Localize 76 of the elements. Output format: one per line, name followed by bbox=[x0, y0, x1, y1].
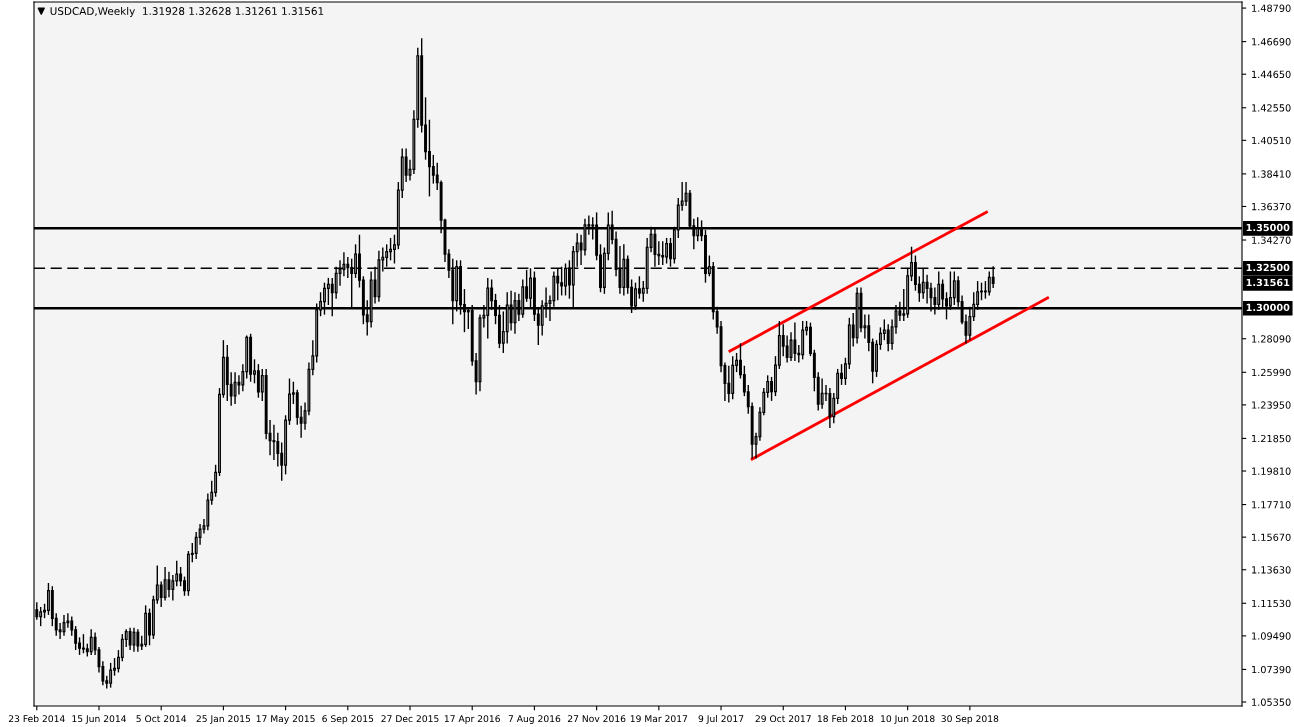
candlestick bbox=[39, 606, 43, 627]
y-tick-label: 1.36370 bbox=[1252, 202, 1291, 211]
y-tick-label: 1.07390 bbox=[1252, 665, 1291, 674]
candlestick bbox=[233, 371, 237, 405]
x-tick-label: 23 Feb 2014 bbox=[8, 715, 65, 723]
y-tick-label: 1.17710 bbox=[1252, 501, 1291, 509]
candlestick bbox=[109, 662, 113, 689]
candlestick bbox=[128, 627, 132, 651]
x-tick-label: 9 Jul 2017 bbox=[698, 715, 744, 724]
candlestick bbox=[89, 628, 93, 656]
candlestick bbox=[326, 277, 330, 306]
candlestick bbox=[727, 365, 731, 404]
x-tick-label: 19 Mar 2017 bbox=[630, 715, 688, 723]
y-tick-label: 1.15670 bbox=[1252, 533, 1291, 541]
x-tick-label: 25 Jan 2015 bbox=[196, 715, 251, 724]
candlestick bbox=[171, 574, 175, 602]
y-tick-label: 1.13630 bbox=[1252, 566, 1291, 574]
x-tick-label: 7 Aug 2016 bbox=[508, 715, 561, 724]
y-tick-label: 1.19810 bbox=[1252, 467, 1291, 475]
y-tick-label: 1.23950 bbox=[1252, 401, 1291, 409]
x-tick-label: 17 Apr 2016 bbox=[444, 715, 500, 724]
y-tick-label: 1.34270 bbox=[1252, 236, 1291, 244]
y-tick-label: 1.48790 bbox=[1252, 4, 1291, 12]
x-tick-label: 6 Sep 2015 bbox=[322, 715, 374, 724]
y-tick-label: 1.25990 bbox=[1252, 368, 1291, 377]
x-tick-label: 27 Nov 2016 bbox=[567, 715, 626, 723]
x-tick-label: 17 May 2015 bbox=[256, 715, 315, 724]
y-tick-label: 1.46690 bbox=[1252, 38, 1291, 46]
candlestick bbox=[882, 318, 886, 341]
candlestick bbox=[661, 240, 665, 266]
candlestick bbox=[987, 270, 991, 297]
candlestick bbox=[163, 566, 167, 602]
candlestick bbox=[167, 571, 171, 599]
y-tick-label: 1.44650 bbox=[1252, 70, 1291, 79]
candlestick bbox=[952, 270, 956, 306]
candlestick bbox=[237, 374, 241, 396]
ref-line-label: 1.30000 bbox=[1246, 303, 1290, 312]
y-tick-label: 1.42550 bbox=[1252, 104, 1291, 112]
ref-line-label: 1.35000 bbox=[1246, 223, 1290, 232]
y-tick-label: 1.40510 bbox=[1252, 136, 1291, 145]
y-tick-label: 1.09490 bbox=[1252, 632, 1291, 640]
ref-line-label: 1.32500 bbox=[1246, 263, 1290, 272]
y-tick-label: 1.11530 bbox=[1252, 599, 1291, 608]
candlestick bbox=[828, 387, 832, 429]
candlestick bbox=[427, 119, 431, 198]
candlestick bbox=[46, 582, 50, 616]
candlestick bbox=[793, 321, 797, 362]
x-tick-label: 5 Oct 2014 bbox=[136, 715, 187, 723]
candlestick bbox=[820, 377, 824, 410]
candlestick bbox=[389, 237, 393, 262]
candlestick bbox=[980, 281, 983, 301]
y-tick-label: 1.38410 bbox=[1252, 170, 1291, 178]
candlestick bbox=[81, 633, 85, 654]
candlestick bbox=[346, 256, 350, 279]
candlestick bbox=[136, 628, 140, 653]
candlestick bbox=[179, 566, 183, 587]
candlestick bbox=[665, 237, 669, 265]
candlestick bbox=[272, 424, 276, 461]
candlestick bbox=[256, 363, 260, 399]
y-tick-label: 1.05350 bbox=[1252, 698, 1291, 706]
x-tick-label: 29 Oct 2017 bbox=[755, 715, 811, 723]
x-tick-label: 15 Jun 2014 bbox=[72, 715, 127, 724]
candlestick bbox=[159, 580, 163, 608]
candlestick bbox=[431, 154, 435, 185]
candlestick bbox=[886, 323, 890, 353]
x-tick-label: 18 Feb 2018 bbox=[817, 715, 874, 723]
text: 1.31561 bbox=[1246, 278, 1290, 287]
x-tick-label: 27 Dec 2015 bbox=[381, 715, 439, 723]
y-tick-label: 1.28090 bbox=[1252, 335, 1291, 343]
y-tick-label: 1.21850 bbox=[1252, 434, 1291, 443]
candlestick bbox=[132, 627, 136, 653]
x-tick-label: 30 Sep 2018 bbox=[941, 715, 999, 724]
candlestick bbox=[785, 334, 789, 364]
candlestick bbox=[58, 622, 62, 640]
x-tick-label: 10 Jun 2018 bbox=[881, 715, 935, 724]
chart-title: USDCAD,Weekly 1.31928 1.32628 1.31261 1.31561 bbox=[50, 6, 324, 18]
